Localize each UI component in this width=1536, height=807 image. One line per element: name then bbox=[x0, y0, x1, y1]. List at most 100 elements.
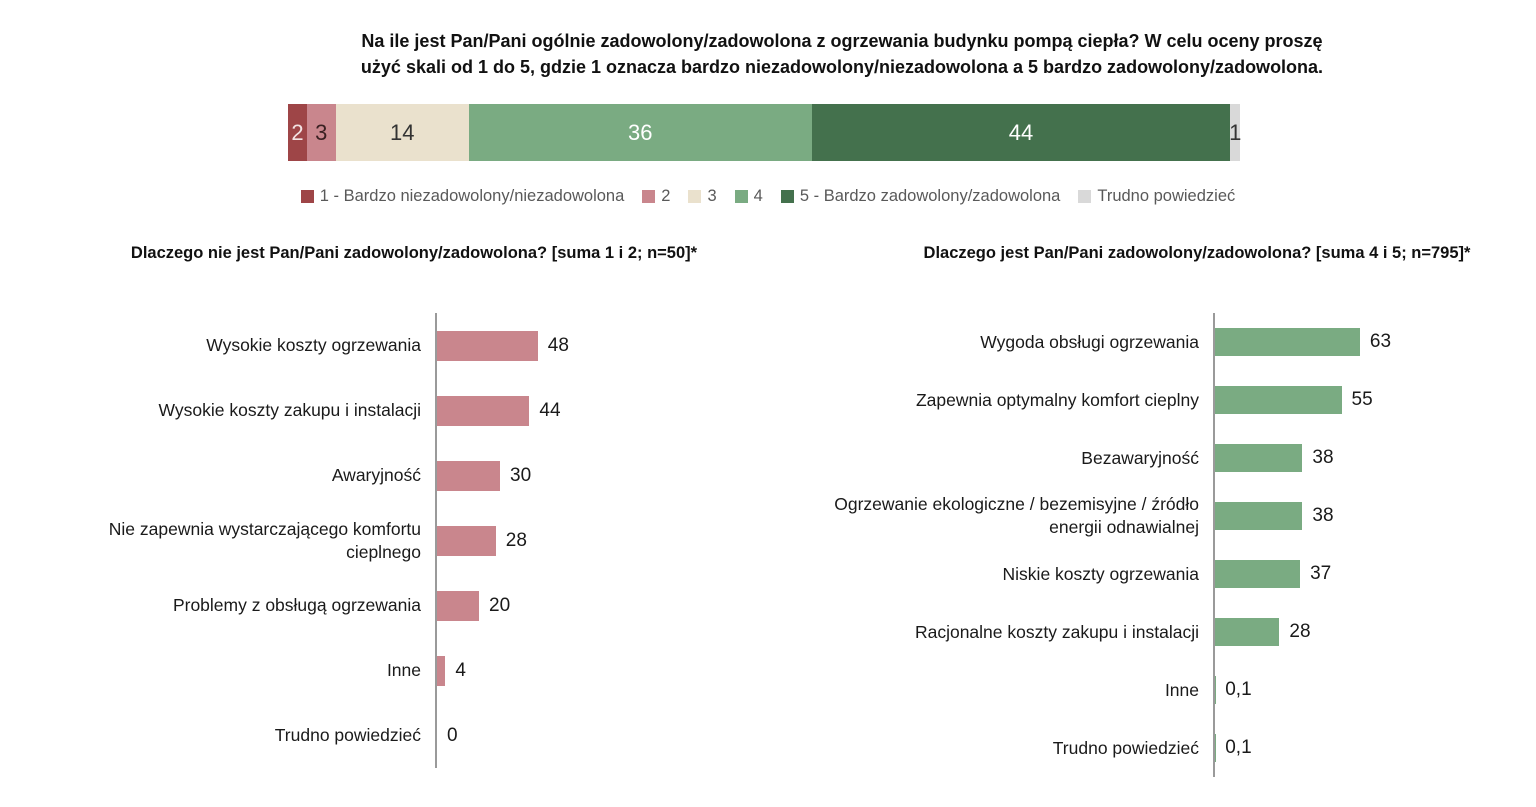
bar bbox=[437, 330, 538, 361]
bar-row: Ogrzewanie ekologiczne / bezemisyjne / ź… bbox=[798, 487, 1536, 546]
bar-category-label: Inne bbox=[1164, 679, 1199, 700]
bar-value-label: 20 bbox=[489, 594, 511, 616]
bar-category-label: Trudno powiedzieć bbox=[274, 725, 421, 746]
bar-value-label: 38 bbox=[1312, 447, 1334, 469]
bar-row: Wysokie koszty zakupu i instalacji 44 bbox=[60, 378, 768, 444]
bar-row: Wygoda obsługi ogrzewania 63 bbox=[798, 313, 1536, 372]
bar bbox=[1215, 502, 1303, 531]
bar-row: Nie zapewnia wystarczającego komfortu ci… bbox=[60, 508, 768, 574]
bar-row: Inne 4 bbox=[60, 638, 768, 704]
bar-value-label: 4 bbox=[455, 659, 466, 681]
bar-value-label: 0 bbox=[447, 724, 458, 746]
bar-plot-area: 37 bbox=[1213, 545, 1536, 604]
stacked-bar-segment: 1 bbox=[1229, 104, 1241, 162]
dissatisfaction-reasons-chart: Dlaczego nie jest Pan/Pani zadowolony/za… bbox=[0, 244, 768, 777]
bar bbox=[437, 590, 479, 621]
bar-category-label: Zapewnia optymalny komfort cieplny bbox=[915, 389, 1199, 410]
bar-plot-area: 4 bbox=[435, 638, 768, 704]
satisfaction-reasons-chart: Dlaczego jest Pan/Pani zadowolony/zadowo… bbox=[768, 244, 1536, 778]
survey-question-line1: Na ile jest Pan/Pani ogólnie zadowolony/… bbox=[361, 31, 1323, 51]
bar-row: Trudno powiedzieć 0,1 bbox=[798, 719, 1536, 778]
legend-item: 5 - Bardzo zadowolony/zadowolona bbox=[780, 187, 1061, 206]
bar-plot-area: 0 bbox=[435, 703, 768, 769]
bar bbox=[1215, 444, 1303, 473]
bar-row: Awaryjność 30 bbox=[60, 443, 768, 509]
dissatisfaction-chart-title: Dlaczego nie jest Pan/Pani zadowolony/za… bbox=[130, 244, 698, 263]
bar-value-label: 28 bbox=[505, 529, 527, 551]
bar-row: Trudno powiedzieć 0 bbox=[60, 703, 768, 769]
legend-label: Trudno powiedzieć bbox=[1097, 187, 1236, 206]
bar-value-label: 63 bbox=[1369, 331, 1392, 353]
bar-category-label: Trudno powiedzieć bbox=[1052, 737, 1199, 758]
bar-plot-area: 38 bbox=[1213, 487, 1536, 546]
satisfaction-chart-title: Dlaczego jest Pan/Pani zadowolony/zadowo… bbox=[923, 244, 1471, 263]
stacked-bar-legend: 1 - Bardzo niezadowolony/niezadowolona 2 3… bbox=[0, 187, 1536, 206]
bar-category-label: Niskie koszty ogrzewania bbox=[1002, 563, 1199, 584]
bar-row: Problemy z obsługą ogrzewania 20 bbox=[60, 573, 768, 639]
bar-row: Zapewnia optymalny komfort cieplny 55 bbox=[798, 371, 1536, 430]
bar-value-label: 55 bbox=[1351, 389, 1373, 411]
legend-swatch bbox=[1078, 190, 1092, 204]
bar-plot-area: 28 bbox=[435, 508, 768, 574]
bar-row: Niskie koszty ogrzewania 37 bbox=[798, 545, 1536, 604]
bar-category-label: Wysokie koszty zakupu i instalacji bbox=[158, 400, 421, 421]
bar-value-label: 30 bbox=[510, 464, 532, 486]
bar-category-label: Bezawaryjność bbox=[1081, 447, 1199, 468]
legend-label: 2 bbox=[661, 187, 671, 206]
bar-value-label: 37 bbox=[1310, 563, 1332, 585]
bar bbox=[1215, 618, 1280, 647]
bar-value-label: 0,1 bbox=[1225, 737, 1252, 759]
bar-category-label: Nie zapewnia wystarczającego komfortu ci… bbox=[108, 518, 421, 562]
bar bbox=[437, 460, 500, 491]
bar-plot-area: 30 bbox=[435, 443, 768, 509]
stacked-bar-segment: 36 bbox=[468, 104, 812, 162]
bar-plot-area: 20 bbox=[435, 573, 768, 639]
survey-question-title: Na ile jest Pan/Pani ogólnie zadowolony/… bbox=[292, 28, 1392, 80]
bar-plot-area: 48 bbox=[435, 313, 768, 379]
legend-swatch bbox=[642, 190, 656, 204]
legend-label: 1 - Bardzo niezadowolony/niezadowolona bbox=[319, 187, 625, 206]
bar-value-label: 28 bbox=[1289, 621, 1311, 643]
bar bbox=[1215, 386, 1342, 415]
stacked-bar-segment: 14 bbox=[335, 104, 469, 162]
stacked-bar-segment: 2 bbox=[288, 104, 308, 162]
bar-category-label: Inne bbox=[386, 660, 421, 681]
legend-item: 2 bbox=[642, 187, 670, 206]
bar bbox=[437, 395, 530, 426]
satisfaction-stacked-bar: 2 3 14 36 44 1 bbox=[288, 104, 1241, 162]
stacked-bar-segment: 44 bbox=[811, 104, 1231, 162]
legend-label: 5 - Bardzo zadowolony/zadowolona bbox=[799, 187, 1061, 206]
bar-row: Bezawaryjność 38 bbox=[798, 429, 1536, 488]
bar-row: Inne 0,1 bbox=[798, 661, 1536, 720]
legend-swatch bbox=[300, 190, 314, 204]
legend-swatch bbox=[734, 190, 748, 204]
bar-category-label: Ogrzewanie ekologiczne / bezemisyjne / ź… bbox=[834, 494, 1199, 538]
legend-item: Trudno powiedzieć bbox=[1078, 187, 1235, 206]
legend-label: 4 bbox=[753, 187, 763, 206]
bar-row: Wysokie koszty ogrzewania 48 bbox=[60, 313, 768, 379]
bar-plot-area: 63 bbox=[1213, 313, 1536, 372]
bar-plot-area: 55 bbox=[1213, 371, 1536, 430]
dissatisfaction-chart-body: Wysokie koszty ogrzewania 48 Wysokie koszt… bbox=[60, 313, 768, 769]
bar-plot-area: 0,1 bbox=[1213, 719, 1536, 778]
legend-item: 4 bbox=[734, 187, 763, 206]
bar-category-label: Racjonalne koszty zakupu i instalacji bbox=[914, 621, 1199, 642]
bar bbox=[1215, 560, 1301, 589]
bar-plot-area: 0,1 bbox=[1213, 661, 1536, 720]
stacked-bar-segment: 3 bbox=[307, 104, 336, 162]
satisfaction-chart-body: Wygoda obsługi ogrzewania 63 Zapewnia opty… bbox=[798, 313, 1536, 778]
bar-value-label: 48 bbox=[547, 334, 569, 356]
bar-category-label: Awaryjność bbox=[331, 465, 421, 486]
bar bbox=[1215, 328, 1360, 357]
bar-plot-area: 44 bbox=[435, 378, 768, 444]
bar bbox=[437, 525, 496, 556]
bar-category-label: Wysokie koszty ogrzewania bbox=[206, 335, 421, 356]
legend-swatch bbox=[780, 190, 794, 204]
survey-question-line2: użyć skali od 1 do 5, gdzie 1 oznacza ba… bbox=[360, 57, 1324, 78]
bar-row: Racjonalne koszty zakupu i instalacji 28 bbox=[798, 603, 1536, 662]
legend-item: 3 bbox=[688, 187, 717, 206]
bar-plot-area: 38 bbox=[1213, 429, 1536, 488]
charts-row: Dlaczego nie jest Pan/Pani zadowolony/za… bbox=[0, 244, 1536, 778]
bar-value-label: 38 bbox=[1312, 505, 1334, 527]
bar-value-label: 0,1 bbox=[1225, 679, 1252, 701]
